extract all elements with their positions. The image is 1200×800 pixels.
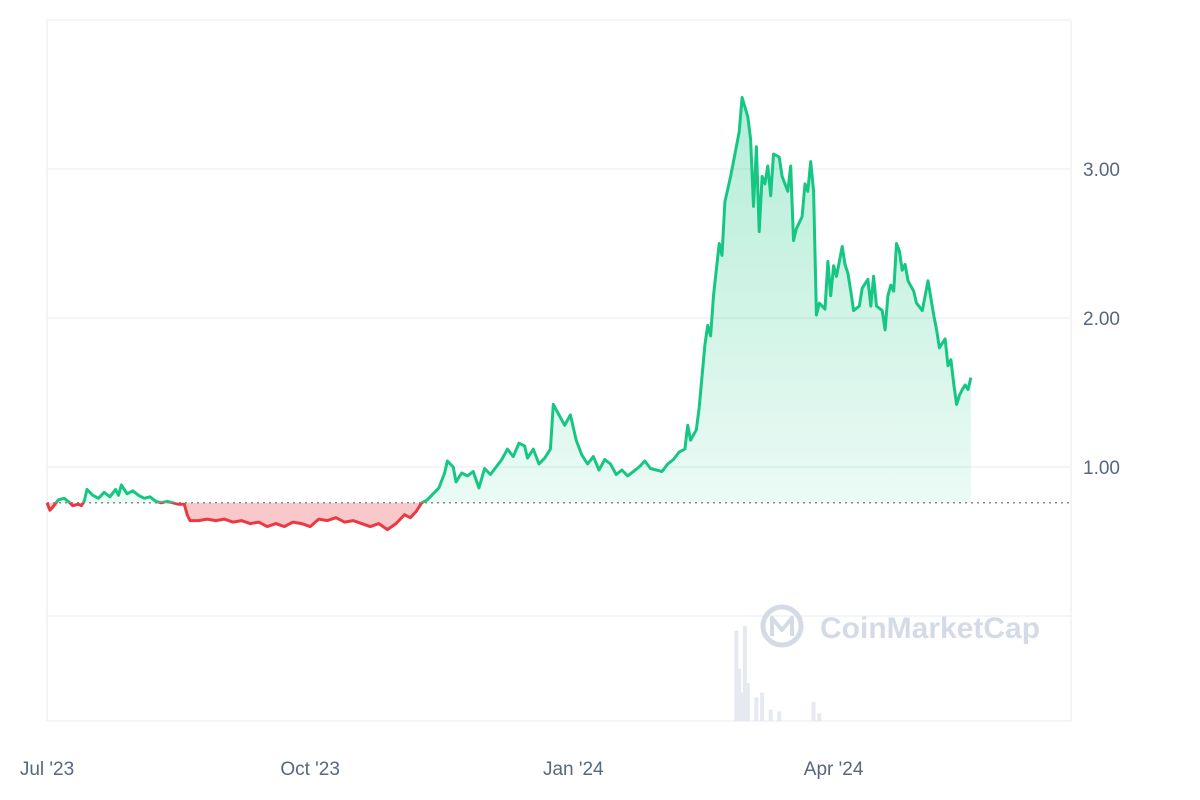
price-area	[47, 97, 971, 530]
volume-bar	[740, 692, 745, 721]
price-area-above-baseline	[56, 97, 971, 503]
x-tick-label: Jul '23	[20, 759, 74, 780]
y-axis-ticks: 1.00 2.00 3.00	[1083, 160, 1120, 479]
volume-bar	[768, 709, 773, 721]
volume-bar	[742, 626, 747, 721]
volume-bar	[734, 630, 739, 721]
volume-bar	[745, 683, 750, 721]
price-line-up	[47, 96, 973, 503]
volume-bar	[777, 711, 782, 721]
y-tick-label: 3.00	[1083, 160, 1120, 181]
x-tick-label: Apr '24	[804, 759, 864, 780]
volume-bar	[760, 692, 765, 721]
watermark-text: CoinMarketCap	[820, 612, 1040, 645]
x-tick-label: Oct '23	[280, 759, 340, 780]
volume-bar	[817, 713, 822, 721]
y-tick-label: 2.00	[1083, 309, 1120, 330]
volume-bar	[811, 702, 816, 721]
price-line	[45, 96, 973, 532]
x-axis-ticks: Jul '23 Oct '23 Jan '24 Apr '24	[20, 759, 864, 780]
y-tick-label: 1.00	[1083, 458, 1120, 479]
coinmarketcap-logo-icon	[760, 604, 804, 648]
coinmarketcap-watermark: CoinMarketCap	[760, 604, 1040, 648]
x-tick-label: Jan '24	[543, 759, 604, 780]
volume-bar	[754, 697, 759, 721]
price-line-down	[45, 502, 425, 532]
volume-bars	[734, 626, 822, 721]
volume-bar	[737, 668, 742, 721]
